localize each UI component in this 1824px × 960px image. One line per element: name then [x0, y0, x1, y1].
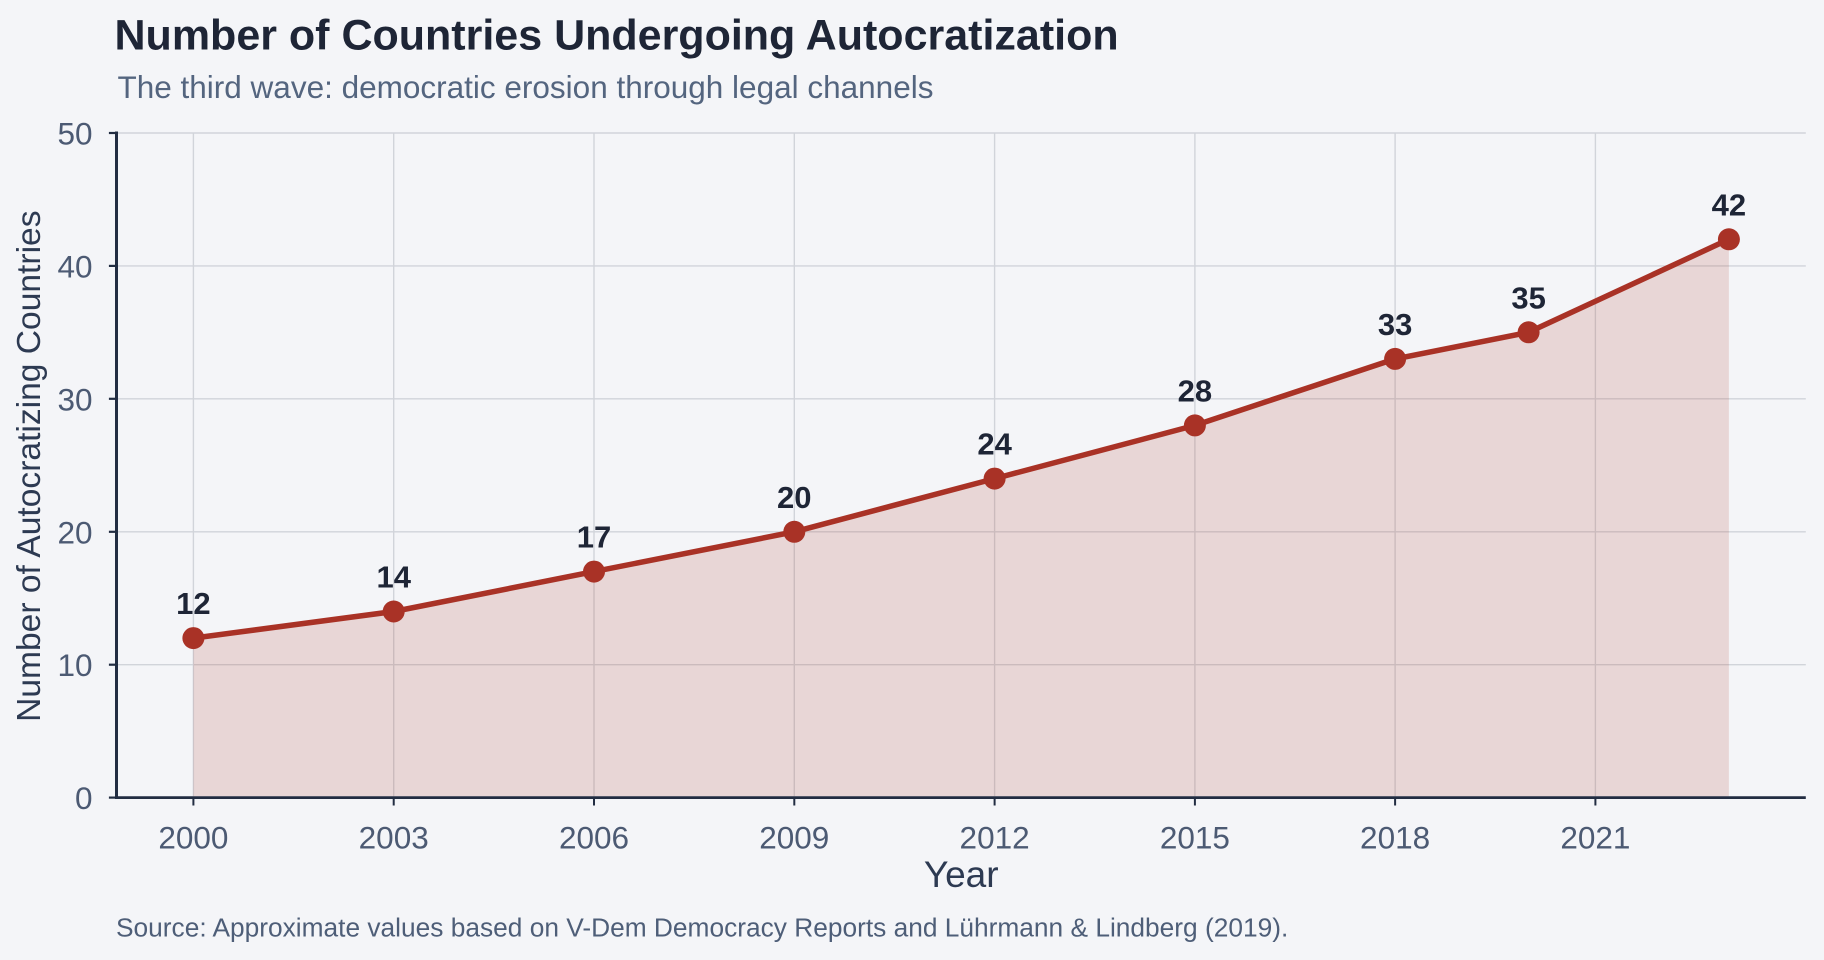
- svg-text:12: 12: [176, 586, 210, 621]
- svg-text:24: 24: [977, 427, 1012, 462]
- svg-text:2006: 2006: [559, 820, 629, 856]
- svg-text:20: 20: [777, 480, 811, 515]
- svg-text:Number of Countries Undergoing: Number of Countries Undergoing Autocrati…: [115, 12, 1119, 60]
- svg-text:2003: 2003: [359, 820, 429, 856]
- svg-text:14: 14: [376, 560, 411, 595]
- svg-text:Year: Year: [924, 854, 999, 895]
- svg-text:40: 40: [57, 248, 92, 284]
- svg-text:20: 20: [57, 514, 92, 550]
- svg-text:2018: 2018: [1360, 820, 1430, 856]
- svg-text:42: 42: [1712, 187, 1746, 222]
- svg-text:2021: 2021: [1560, 820, 1630, 856]
- svg-text:2015: 2015: [1160, 820, 1230, 856]
- svg-text:Source: Approximate values bas: Source: Approximate values based on V-De…: [116, 912, 1288, 942]
- svg-text:2012: 2012: [960, 820, 1030, 856]
- svg-text:The third wave: democratic ero: The third wave: democratic erosion throu…: [118, 69, 934, 105]
- svg-text:30: 30: [57, 381, 92, 417]
- svg-text:33: 33: [1378, 307, 1412, 342]
- svg-text:35: 35: [1511, 280, 1545, 315]
- svg-text:Number of Autocratizing Countr: Number of Autocratizing Countries: [11, 211, 48, 722]
- svg-text:0: 0: [75, 780, 93, 816]
- svg-text:50: 50: [57, 116, 92, 152]
- svg-text:17: 17: [577, 520, 611, 555]
- svg-text:10: 10: [57, 647, 92, 683]
- svg-text:2000: 2000: [158, 820, 228, 856]
- svg-text:2009: 2009: [759, 820, 829, 856]
- svg-text:28: 28: [1178, 373, 1212, 408]
